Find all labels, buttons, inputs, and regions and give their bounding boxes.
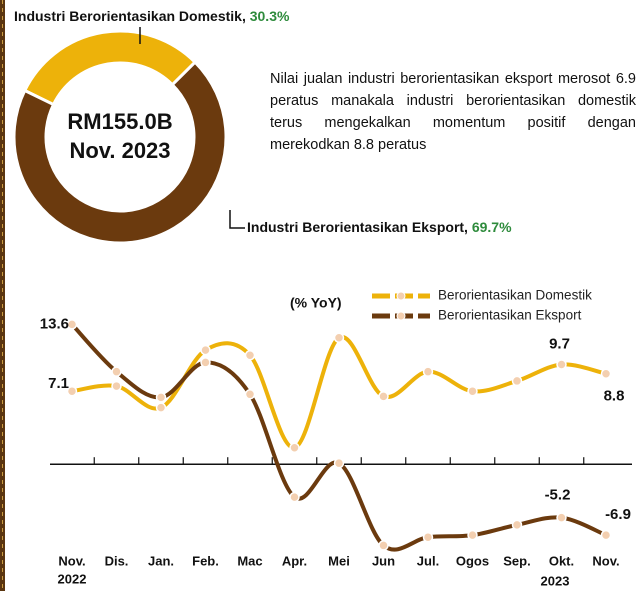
label-name: Industri Berorientasikan Eksport, [247, 219, 468, 235]
point [600, 368, 612, 379]
point [289, 442, 300, 454]
label-value: 30.3% [250, 8, 290, 24]
point [155, 392, 167, 403]
center-text: Nov. 2023 [69, 138, 170, 163]
point [200, 344, 211, 356]
x-tick-label: Okt. [549, 553, 574, 568]
data-label: 7.1 [48, 375, 69, 392]
x-tick-label: Jun [372, 553, 395, 568]
point [467, 385, 478, 397]
point [66, 319, 78, 330]
point [111, 366, 122, 377]
x-tick-label: Ogos [456, 553, 489, 568]
x-tick-label: Nov. [58, 553, 85, 568]
point [511, 375, 523, 387]
series-line [71, 335, 607, 450]
data-label: 8.8 [604, 388, 625, 405]
point [378, 391, 389, 402]
data-label: -6.9 [605, 506, 631, 523]
center-text: RM155.0B [67, 109, 172, 134]
x-tick-label: Nov. [592, 553, 619, 568]
point [422, 366, 434, 377]
x-tick-label: Sep. [503, 553, 530, 568]
point [155, 402, 167, 413]
point [244, 389, 256, 400]
point [111, 380, 122, 392]
y-axis-label: (% YoY) [290, 295, 342, 311]
annotation: Nilai jualan industri berorientasikan ek… [270, 71, 636, 153]
x-tick-label: Apr. [282, 553, 307, 568]
point [467, 529, 478, 541]
point [378, 540, 389, 551]
legend-dot [396, 291, 406, 301]
data-label: 9.7 [549, 335, 570, 352]
point [422, 531, 434, 543]
donut-segment [12, 60, 228, 245]
point [511, 519, 523, 531]
x-tick-label: Mac [237, 553, 262, 568]
x-tick-label: Jan. [148, 553, 174, 568]
year-label: 2023 [541, 573, 570, 588]
point [556, 512, 567, 523]
legend-label: Berorientasikan Eksport [438, 308, 582, 323]
leader-line [229, 210, 245, 229]
label-name: Industri Berorientasikan Domestik, [14, 8, 246, 24]
point [289, 491, 300, 503]
point [66, 385, 78, 397]
donut-label: Industri Berorientasikan Domestik, 30.3% [14, 8, 290, 24]
point [244, 349, 256, 361]
data-label: 13.6 [40, 315, 69, 332]
x-tick-label: Jul. [417, 553, 439, 568]
year-label: 2022 [58, 571, 87, 586]
donut-label: Industri Berorientasikan Eksport, 69.7% [247, 219, 512, 235]
side-border [0, 0, 5, 591]
legend-dot [396, 311, 406, 321]
point [200, 357, 211, 368]
x-tick-label: Feb. [192, 553, 219, 568]
point [333, 332, 345, 344]
series-line [70, 323, 607, 552]
point [556, 359, 567, 370]
x-tick-label: Mei [328, 553, 350, 568]
data-label: -5.2 [545, 487, 571, 504]
label-value: 69.7% [472, 219, 512, 235]
point [333, 457, 345, 469]
point [600, 529, 612, 541]
legend-label: Berorientasikan Domestik [438, 288, 592, 303]
donut-segment [22, 29, 198, 107]
x-tick-label: Dis. [105, 553, 129, 568]
